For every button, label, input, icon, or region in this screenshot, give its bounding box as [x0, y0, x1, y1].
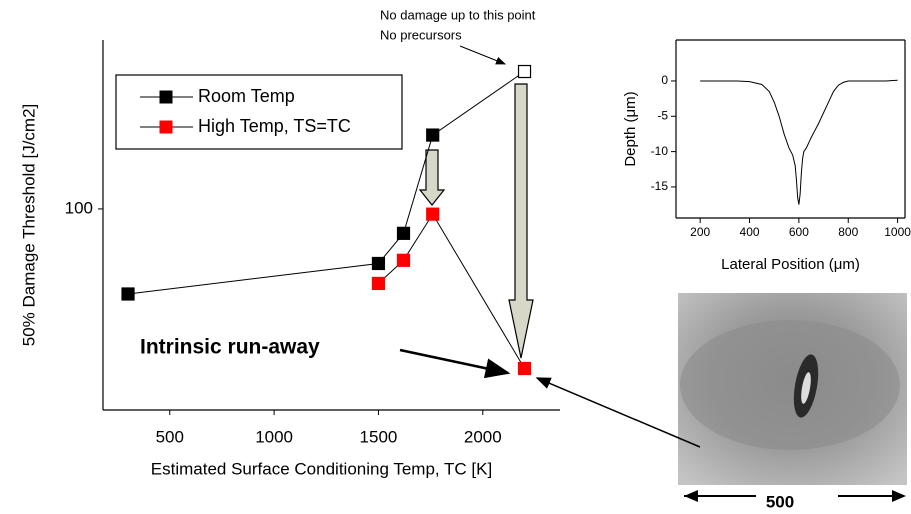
x-tick-label: 400 [740, 225, 760, 239]
data-point [517, 64, 532, 79]
legend-label: Room Temp [198, 86, 295, 106]
data-point [517, 361, 532, 376]
y-tick-label: -5 [657, 108, 668, 122]
x-tick-label: 600 [789, 225, 809, 239]
legend-box [115, 74, 403, 150]
y-tick-label: -10 [651, 144, 669, 158]
photo [678, 293, 907, 485]
drop-arrow [418, 149, 446, 206]
y-axis-label: Depth (μm) [622, 91, 639, 166]
x-tick-label: 800 [838, 225, 858, 239]
data-point [396, 253, 411, 267]
annotation: Intrinsic run-away [140, 336, 320, 359]
x-tick-label: 500 [156, 427, 184, 446]
y-tick-label: 100 [65, 198, 93, 217]
x-axis-label: Lateral Position (μm) [721, 256, 860, 273]
legend-marker [159, 90, 173, 104]
pointer-arrow [399, 348, 511, 379]
annotation: No precursors [380, 27, 462, 42]
data-point [121, 287, 135, 301]
scale-bar: 500 [684, 490, 906, 511]
data-point [371, 276, 386, 291]
annotation: No damage up to this point [380, 7, 536, 22]
series-line [378, 213, 525, 369]
data-point [396, 226, 411, 240]
data-point [371, 256, 386, 271]
x-tick-label: 2000 [464, 427, 502, 446]
x-tick-label: 200 [690, 225, 710, 239]
data-point [426, 128, 440, 142]
drop-arrow [508, 83, 534, 359]
y-tick-label: -15 [651, 179, 669, 193]
data-point [426, 207, 440, 221]
series-line [700, 79, 898, 205]
y-axis-label: 50% Damage Threshold [J/cm2] [19, 104, 38, 347]
pointer-arrow [459, 45, 506, 65]
x-tick-label: 1000 [884, 225, 911, 239]
legend-marker [159, 120, 173, 134]
legend-label: High Temp, TS=TC [198, 116, 351, 136]
scale-label: 500 [766, 492, 794, 511]
pointer-arrow [535, 377, 701, 448]
x-axis-label: Estimated Surface Conditioning Temp, TC … [151, 459, 492, 478]
x-tick-label: 1000 [255, 427, 293, 446]
y-tick-label: 0 [661, 73, 668, 87]
x-tick-label: 1500 [360, 427, 398, 446]
